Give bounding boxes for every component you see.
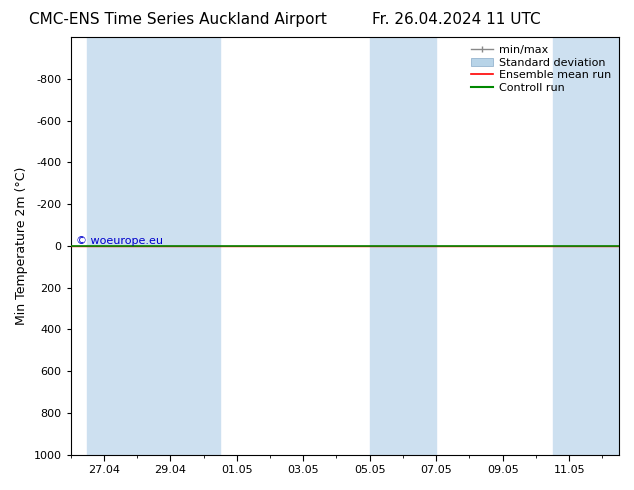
Bar <box>552 37 619 455</box>
Bar <box>87 37 153 455</box>
Y-axis label: Min Temperature 2m (°C): Min Temperature 2m (°C) <box>15 167 28 325</box>
Legend: min/max, Standard deviation, Ensemble mean run, Controll run: min/max, Standard deviation, Ensemble me… <box>467 40 616 98</box>
Text: CMC-ENS Time Series Auckland Airport: CMC-ENS Time Series Auckland Airport <box>29 12 327 27</box>
Text: © woeurope.eu: © woeurope.eu <box>76 236 163 246</box>
Text: Fr. 26.04.2024 11 UTC: Fr. 26.04.2024 11 UTC <box>372 12 541 27</box>
Bar <box>153 37 220 455</box>
Bar <box>370 37 436 455</box>
